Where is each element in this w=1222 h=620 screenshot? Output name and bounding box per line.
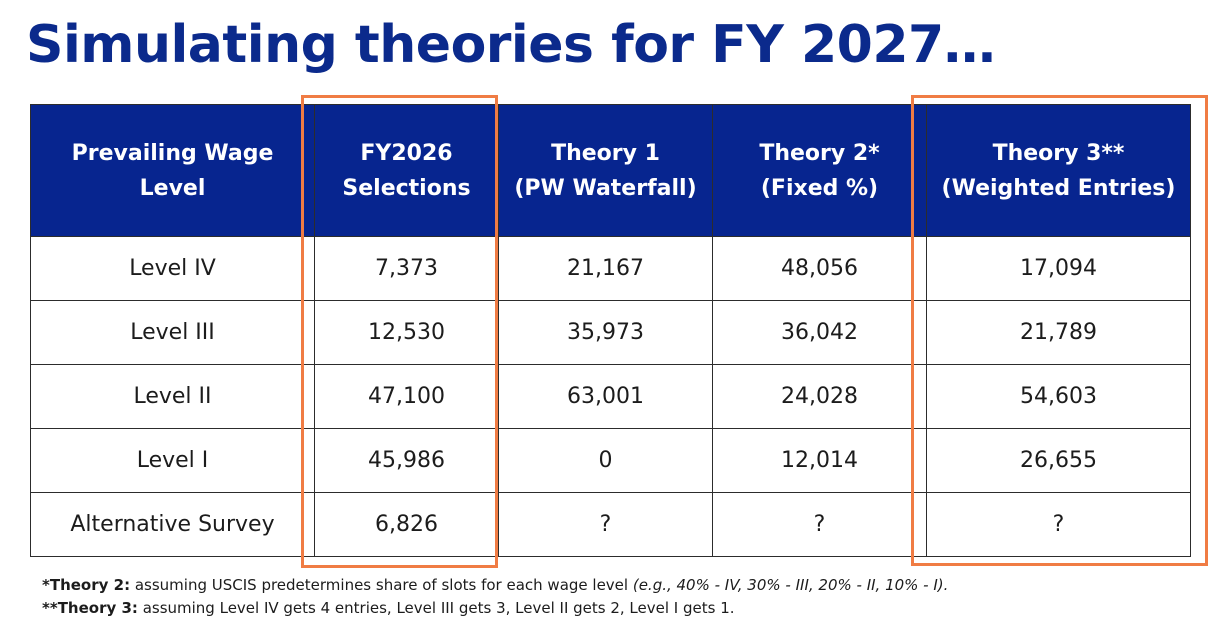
theory1-cell: ?	[498, 492, 713, 557]
theory2-cell: 24,028	[712, 364, 927, 429]
theory2-cell: 36,042	[712, 300, 927, 365]
fy2026-highlight-box	[301, 95, 498, 568]
theory2-cell: ?	[712, 492, 927, 557]
theory2-cell: 48,056	[712, 236, 927, 301]
footnote-text: assuming USCIS predetermines share of sl…	[130, 576, 633, 594]
theory3-cell: ?	[926, 492, 1191, 557]
table-header-row: Prevailing Wage Level FY2026 Selections Th…	[30, 104, 1191, 237]
page-title: Simulating theories for FY 2027…	[26, 15, 996, 75]
footnote-label: **Theory 3:	[42, 599, 138, 617]
header-theory-1: Theory 1 (PW Waterfall)	[498, 104, 713, 237]
footnote-theory-2: *Theory 2: assuming USCIS predetermines …	[42, 574, 948, 597]
header-line: Theory 3**	[992, 140, 1125, 166]
header-line: (PW Waterfall)	[514, 175, 697, 201]
table-row: Level IV 7,373 21,167 48,056 17,094	[30, 236, 1191, 301]
header-fy2026-selections: FY2026 Selections	[314, 104, 499, 237]
row-label-cell: Level IV	[30, 236, 315, 301]
theory1-cell: 0	[498, 428, 713, 493]
header-line: Prevailing Wage	[71, 140, 274, 166]
footnotes: *Theory 2: assuming USCIS predetermines …	[42, 574, 948, 620]
simulation-table: Prevailing Wage Level FY2026 Selections Th…	[30, 104, 1191, 557]
header-line: (Weighted Entries)	[941, 175, 1176, 201]
header-line: FY2026	[360, 140, 453, 166]
theory3-cell: 17,094	[926, 236, 1191, 301]
fy2026-cell: 6,826	[314, 492, 499, 557]
theory3-highlight-box	[911, 95, 1208, 566]
header-line: Theory 1	[551, 140, 660, 166]
theory1-cell: 35,973	[498, 300, 713, 365]
theory1-cell: 63,001	[498, 364, 713, 429]
header-theory-2: Theory 2* (Fixed %)	[712, 104, 927, 237]
header-line: Selections	[342, 175, 471, 201]
table-row: Alternative Survey 6,826 ? ? ?	[30, 492, 1191, 557]
header-line: Theory 2*	[759, 140, 880, 166]
theory3-cell: 26,655	[926, 428, 1191, 493]
fy2026-cell: 12,530	[314, 300, 499, 365]
header-prevailing-wage-level: Prevailing Wage Level	[30, 104, 315, 237]
footnote-text: assuming Level IV gets 4 entries, Level …	[137, 599, 735, 617]
row-label-cell: Alternative Survey	[30, 492, 315, 557]
row-label-cell: Level I	[30, 428, 315, 493]
theory1-cell: 21,167	[498, 236, 713, 301]
footnote-theory-3: **Theory 3: assuming Level IV gets 4 ent…	[42, 597, 948, 620]
row-label-cell: Level III	[30, 300, 315, 365]
fy2026-cell: 45,986	[314, 428, 499, 493]
footnote-example: (e.g., 40% - IV, 30% - III, 20% - II, 10…	[632, 576, 949, 594]
theory3-cell: 54,603	[926, 364, 1191, 429]
table-row: Level III 12,530 35,973 36,042 21,789	[30, 300, 1191, 365]
theory2-cell: 12,014	[712, 428, 927, 493]
header-line: Level	[139, 175, 206, 201]
footnote-label: *Theory 2:	[42, 576, 131, 594]
row-label-cell: Level II	[30, 364, 315, 429]
header-line: (Fixed %)	[760, 175, 879, 201]
header-theory-3: Theory 3** (Weighted Entries)	[926, 104, 1191, 237]
theory3-cell: 21,789	[926, 300, 1191, 365]
